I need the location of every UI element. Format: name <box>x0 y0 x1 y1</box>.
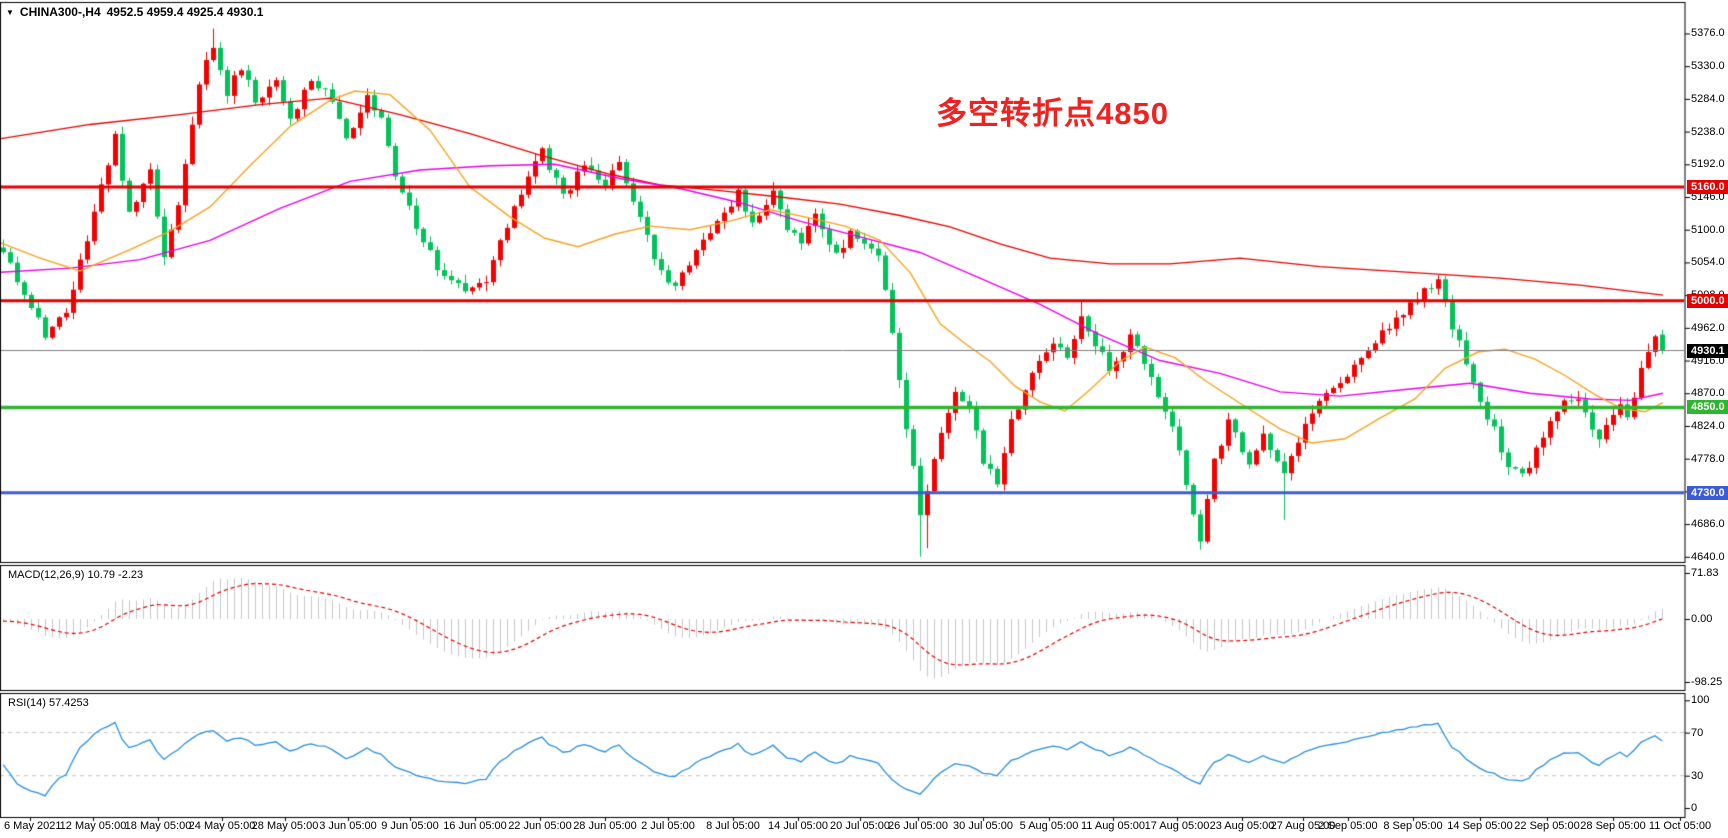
price-tick-label: 5100.0 <box>1691 223 1725 236</box>
time-tick-label: 5 Aug 05:00 <box>1019 820 1079 832</box>
price-tick-label: 5330.0 <box>1691 60 1725 73</box>
rsi-indicator-label: RSI(14) 57.4253 <box>8 697 89 709</box>
hline-price-label[interactable]: 5160.0 <box>1687 180 1728 195</box>
hline-price-label[interactable]: 5000.0 <box>1687 293 1728 308</box>
price-tick-label: 5054.0 <box>1691 256 1725 269</box>
time-tick-label: 2 Jul 05:00 <box>641 820 695 832</box>
time-tick-label: 6 May 2021 <box>4 820 62 832</box>
time-tick-label: 28 May 05:00 <box>251 820 319 832</box>
time-tick-label: 11 Aug 05:00 <box>1080 820 1146 832</box>
price-tick-label: 4916.0 <box>1691 354 1725 367</box>
time-tick-label: 26 Jul 05:00 <box>888 820 948 832</box>
time-tick-label: 3 Jun 05:00 <box>319 820 377 832</box>
hline-price-label[interactable]: 4850.0 <box>1687 400 1728 415</box>
time-tick-label: 11 Oct 05:00 <box>1648 820 1712 832</box>
price-tick-label: 5376.0 <box>1691 27 1725 40</box>
price-tick-label: 5192.0 <box>1691 158 1725 171</box>
time-tick-label: 9 Jun 05:00 <box>381 820 439 832</box>
price-tick-label: 4778.0 <box>1691 452 1725 465</box>
time-tick-label: 28 Sep 05:00 <box>1580 820 1646 832</box>
time-tick-label: 27 Aug 05:00 <box>1270 820 1336 832</box>
time-tick-label: 8 Jul 05:00 <box>706 820 760 832</box>
rsi-tick-label: 30 <box>1691 769 1704 782</box>
macd-tick-label: 71.83 <box>1691 566 1719 579</box>
time-tick-label: 22 Jun 05:00 <box>508 820 572 832</box>
time-tick-label: 20 Jul 05:00 <box>830 820 890 832</box>
price-tick-label: 4686.0 <box>1691 518 1725 531</box>
price-tick-label: 4962.0 <box>1691 321 1725 334</box>
price-tick-label: 5284.0 <box>1691 92 1725 105</box>
price-tick-label: 4824.0 <box>1691 419 1725 432</box>
time-tick-label: 24 May 05:00 <box>188 820 256 832</box>
rsi-tick-label: 100 <box>1691 694 1710 707</box>
chart-title-bar: ▼ CHINA300-,H4 4952.5 4959.4 4925.4 4930… <box>6 5 263 19</box>
macd-tick-label: 0.00 <box>1691 613 1713 625</box>
time-tick-label: 17 Aug 05:00 <box>1144 820 1210 832</box>
current-price-label[interactable]: 4930.1 <box>1687 343 1728 358</box>
time-tick-label: 22 Sep 05:00 <box>1514 820 1580 832</box>
time-tick-label: 8 Sep 05:00 <box>1383 820 1443 832</box>
time-tick-label: 23 Aug 05:00 <box>1209 820 1275 832</box>
collapse-triangle-icon[interactable]: ▼ <box>6 7 14 17</box>
ohlc-values: 4952.5 4959.4 4925.4 4930.1 <box>106 5 264 19</box>
price-tick-label: 4870.0 <box>1691 387 1725 400</box>
rsi-tick-label: 70 <box>1691 726 1704 739</box>
price-tick-label: 5238.0 <box>1691 125 1725 138</box>
time-tick-label: 14 Jul 05:00 <box>768 820 828 832</box>
time-tick-label: 30 Jul 05:00 <box>953 820 1013 832</box>
time-tick-label: 16 Jun 05:00 <box>443 820 507 832</box>
price-tick-label: 4640.0 <box>1691 550 1725 563</box>
rsi-tick-label: 0 <box>1691 802 1698 814</box>
time-tick-label: 14 Sep 05:00 <box>1447 820 1513 832</box>
macd-tick-label: -98.25 <box>1691 675 1723 688</box>
time-tick-label: 2 Sep 05:00 <box>1318 820 1378 832</box>
hline-price-label[interactable]: 4730.0 <box>1687 485 1728 500</box>
annotation-text[interactable]: 多空转折点4850 <box>936 96 1169 131</box>
time-tick-label: 12 May 05:00 <box>59 820 127 832</box>
time-tick-label: 28 Jun 05:00 <box>573 820 637 832</box>
macd-indicator-label: MACD(12,26,9) 10.79 -2.23 <box>8 569 144 581</box>
time-tick-label: 18 May 05:00 <box>124 820 192 832</box>
symbol-period-label: CHINA300-,H4 <box>19 5 101 19</box>
